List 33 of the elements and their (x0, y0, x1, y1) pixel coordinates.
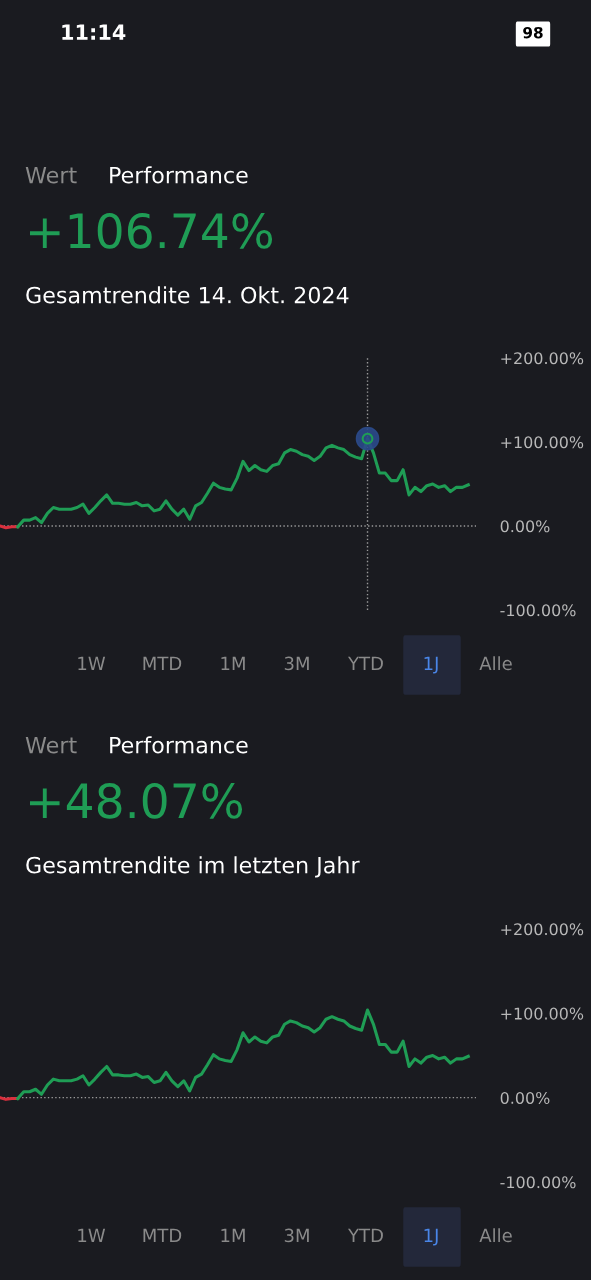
text: YTD (347, 656, 383, 670)
text: 98 (523, 26, 543, 39)
y-tick-label: -100.00% (500, 604, 576, 617)
text: MTD (143, 1228, 182, 1242)
text: 1J (424, 1228, 438, 1246)
text: Wert (25, 736, 77, 754)
text: 3M (284, 1228, 309, 1243)
chart-subtitle: Gesamtrendite im letzten Jahr (26, 856, 360, 878)
y-tick-label: +100.00% (501, 1007, 584, 1020)
chart-title: +106.74% (30, 212, 273, 249)
y-tick-label: 0.00% (500, 1091, 550, 1104)
line-series (16, 1008, 470, 1101)
text: MTD (143, 656, 182, 670)
y-tick-label: 0.00% (500, 520, 550, 533)
chart-title: +48.07% (30, 782, 243, 819)
text: 11:14 (62, 24, 126, 40)
text: Performance (110, 166, 248, 184)
text: Performance (110, 736, 248, 754)
text: 3M (284, 656, 309, 671)
y-tick-label: -100.00% (500, 1176, 576, 1189)
text: Alle (479, 656, 512, 671)
y-tick-label: +200.00% (501, 352, 584, 365)
text: 1W (78, 656, 106, 670)
text: 1W (78, 1228, 106, 1242)
text: YTD (347, 1228, 383, 1242)
text: 1M (221, 1228, 245, 1242)
text: Alle (479, 1228, 512, 1243)
text: 1J (424, 656, 438, 674)
text: Wert (25, 166, 77, 184)
chart-subtitle: Gesamtrendite 14. Okt. 2024 (26, 286, 349, 304)
text: 1M (221, 656, 245, 670)
y-tick-label: +100.00% (501, 436, 584, 449)
y-tick-label: +200.00% (501, 923, 584, 936)
